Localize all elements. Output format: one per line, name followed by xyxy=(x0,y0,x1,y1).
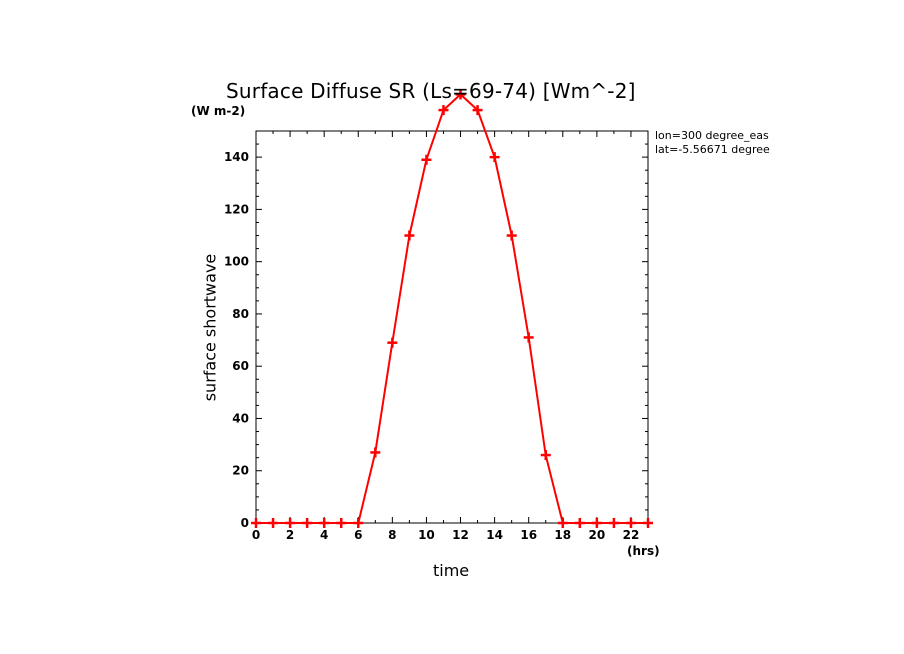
y-axis-unit: (W m-2) xyxy=(191,104,246,118)
data-point xyxy=(489,152,500,163)
x-axis-label: time xyxy=(433,561,470,580)
data-point xyxy=(643,518,653,528)
data-point xyxy=(251,518,261,528)
chart-title: Surface Diffuse SR (Ls=69-74) [Wm^-2] xyxy=(226,79,636,103)
data-point xyxy=(438,105,449,116)
data-point xyxy=(506,230,517,241)
data-point xyxy=(625,518,636,528)
annotation-line: lon=300 degree_eas xyxy=(655,129,769,142)
y-tick-label: 0 xyxy=(241,516,249,530)
data-point xyxy=(591,518,602,528)
y-tick-label: 100 xyxy=(224,255,249,269)
data-point xyxy=(285,518,296,528)
x-tick-label: 8 xyxy=(388,528,396,542)
coordinate-annotation: lon=300 degree_eas lat=-5.56671 degree xyxy=(655,129,780,157)
y-tick-label: 60 xyxy=(232,359,249,373)
x-tick-label: 4 xyxy=(320,528,328,542)
data-point xyxy=(387,337,398,348)
x-tick-label: 22 xyxy=(623,528,640,542)
data-point xyxy=(353,518,364,528)
data-point xyxy=(608,518,619,528)
y-tick-label: 40 xyxy=(232,411,249,425)
data-point xyxy=(370,447,381,458)
x-tick-label: 20 xyxy=(589,528,606,542)
y-tick-label: 120 xyxy=(224,202,249,216)
y-tick-label: 80 xyxy=(232,307,249,321)
data-point xyxy=(336,518,347,528)
data-point xyxy=(557,518,568,528)
y-axis-label: surface shortwave xyxy=(200,253,220,402)
x-tick-label: 0 xyxy=(252,528,260,542)
data-point xyxy=(302,518,313,528)
data-point xyxy=(455,89,466,100)
x-tick-label: 10 xyxy=(418,528,435,542)
y-tick-label: 20 xyxy=(232,464,249,478)
x-tick-label: 16 xyxy=(520,528,537,542)
x-axis-unit: (hrs) xyxy=(627,544,660,558)
plot-frame xyxy=(255,130,649,524)
data-point xyxy=(574,518,585,528)
x-tick-label: 2 xyxy=(286,528,294,542)
data-point xyxy=(421,154,432,165)
data-point xyxy=(472,105,483,116)
data-point xyxy=(268,518,279,528)
x-tick-label: 18 xyxy=(554,528,571,542)
data-point xyxy=(319,518,330,528)
data-point xyxy=(540,450,551,461)
x-tick-label: 14 xyxy=(486,528,503,542)
x-tick-label: 6 xyxy=(354,528,362,542)
y-tick-label: 140 xyxy=(224,150,249,164)
series-line xyxy=(256,93,648,524)
x-tick-label: 12 xyxy=(452,528,469,542)
data-point xyxy=(523,332,534,343)
data-point xyxy=(404,230,415,241)
annotation-line: lat=-5.56671 degree xyxy=(655,143,770,156)
